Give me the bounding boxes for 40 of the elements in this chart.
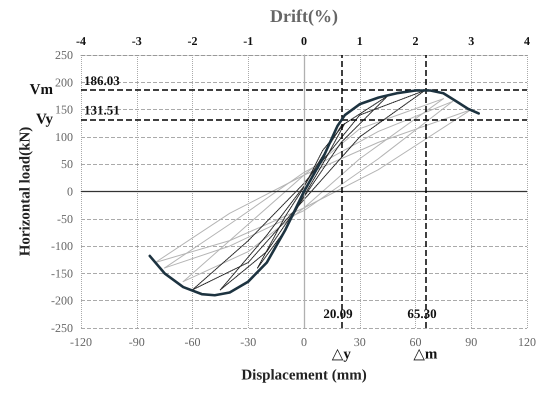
x-axis-title: Displacement (mm)	[241, 368, 367, 384]
y-tick-label: -200	[51, 294, 73, 308]
y-tick-label: -50	[57, 212, 73, 226]
x2-tick-label: -4	[76, 34, 86, 48]
x-tick-label: 120	[518, 335, 536, 349]
y-tick-label: -150	[51, 266, 73, 280]
x-tick-label: 30	[354, 335, 366, 349]
x2-tick-label: -1	[243, 34, 254, 48]
x2-tick-label: 0	[301, 34, 307, 48]
x-tick-label: 90	[465, 335, 478, 349]
x2-tick-label: 2	[412, 34, 418, 48]
x2-tick-label: 1	[356, 34, 363, 48]
y-tick-label: 150	[55, 102, 73, 117]
ref-line-label: 131.51	[84, 102, 120, 118]
text: Vy	[36, 112, 54, 128]
text: Vm	[30, 82, 54, 98]
x2-tick-label: -3	[132, 34, 142, 48]
ref-line-label: 186.03	[84, 72, 120, 88]
x-tick-label: -30	[240, 335, 256, 349]
y-tick-label: -100	[51, 239, 73, 254]
x-tick-label: -60	[184, 335, 200, 349]
x-tick-label: -90	[128, 335, 145, 349]
y-tick-label: 200	[55, 75, 73, 90]
x2-tick-label: 4	[524, 34, 530, 48]
ref-line-label: 65.30	[407, 306, 437, 321]
y-tick-label: 0	[67, 184, 73, 198]
x-tick-label: 60	[410, 335, 422, 349]
y-axis-title: Horizontal load(kN)	[18, 126, 34, 256]
text: △y	[332, 346, 352, 362]
x2-axis-title: Drift(%)	[270, 6, 338, 26]
y-tick-label: -250	[51, 321, 73, 335]
ref-line-label: 20.09	[323, 306, 354, 321]
text: △m	[413, 346, 438, 362]
x-tick-label: 0	[301, 335, 307, 349]
x2-tick-label: 3	[468, 34, 474, 48]
y-tick-label: 250	[55, 48, 73, 62]
y-tick-label: 100	[55, 130, 73, 144]
y-tick-label: 50	[61, 157, 73, 172]
x-tick-label: -120	[70, 335, 92, 349]
x2-tick-label: -2	[188, 34, 198, 48]
